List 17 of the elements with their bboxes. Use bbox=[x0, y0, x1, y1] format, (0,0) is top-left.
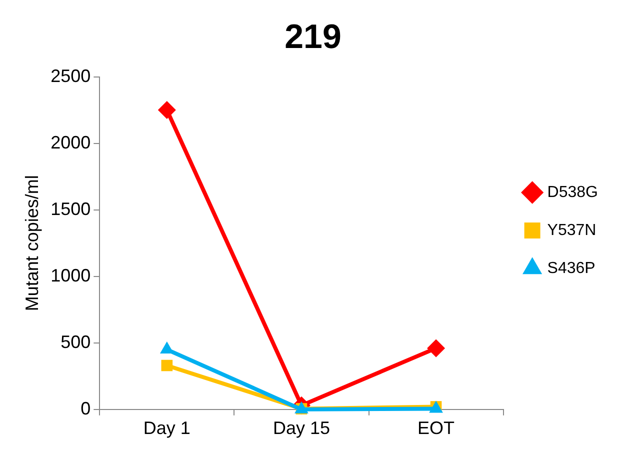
legend-label: Y537N bbox=[547, 222, 596, 239]
point bbox=[158, 101, 176, 120]
point bbox=[161, 360, 173, 372]
y-tick-label: 2000 bbox=[50, 132, 91, 152]
chart-title: 219 bbox=[284, 18, 342, 56]
legend-label: D538G bbox=[547, 184, 598, 201]
y-tick-label: 1000 bbox=[50, 265, 91, 286]
y-tick-label: 0 bbox=[80, 398, 91, 418]
point bbox=[427, 339, 446, 358]
x-tick-label: Day 15 bbox=[272, 418, 330, 438]
x-tick-label: EOT bbox=[418, 418, 455, 438]
y-tick-label: 1500 bbox=[50, 198, 91, 219]
y-tick-label: 500 bbox=[60, 332, 91, 352]
x-tick-label: Day 1 bbox=[143, 418, 190, 438]
y-tick-label: 2500 bbox=[50, 66, 91, 86]
legend-label: S436P bbox=[547, 260, 596, 277]
y-axis-title: Mutant copies/ml bbox=[22, 175, 42, 312]
